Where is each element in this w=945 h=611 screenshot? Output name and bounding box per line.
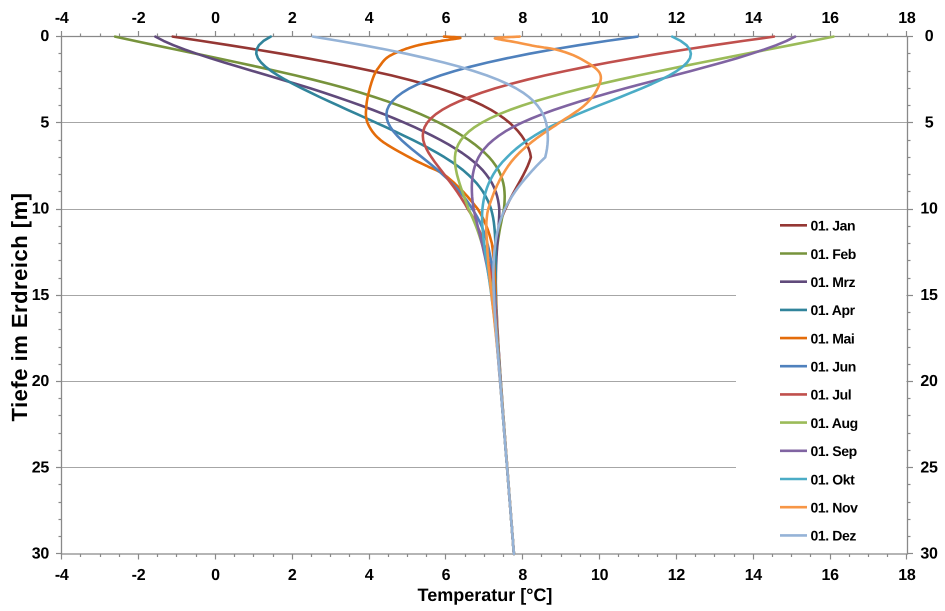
svg-text:01. Jul: 01. Jul — [811, 387, 852, 403]
svg-text:12: 12 — [668, 10, 686, 27]
svg-text:2: 2 — [288, 567, 297, 584]
svg-text:16: 16 — [821, 567, 839, 584]
svg-text:10: 10 — [591, 10, 609, 27]
svg-text:01. Dez: 01. Dez — [811, 528, 857, 544]
svg-text:16: 16 — [821, 10, 839, 27]
svg-text:18: 18 — [898, 10, 916, 27]
svg-text:15: 15 — [32, 287, 50, 304]
svg-text:0: 0 — [925, 28, 934, 45]
svg-text:8: 8 — [518, 10, 527, 27]
svg-text:01. Sep: 01. Sep — [811, 443, 857, 459]
svg-text:25: 25 — [32, 459, 50, 476]
svg-text:0: 0 — [211, 10, 220, 27]
svg-text:0: 0 — [211, 567, 220, 584]
svg-text:5: 5 — [40, 114, 49, 131]
svg-text:30: 30 — [920, 546, 938, 563]
svg-text:01. Jun: 01. Jun — [811, 359, 856, 375]
svg-text:01. Aug: 01. Aug — [811, 415, 858, 431]
svg-text:30: 30 — [32, 546, 50, 563]
svg-text:20: 20 — [920, 373, 938, 390]
svg-text:01. Mai: 01. Mai — [811, 330, 855, 346]
svg-text:-4: -4 — [55, 10, 69, 27]
svg-text:10: 10 — [591, 567, 609, 584]
svg-text:01. Okt: 01. Okt — [811, 471, 856, 487]
svg-text:2: 2 — [288, 10, 297, 27]
svg-text:4: 4 — [365, 567, 374, 584]
svg-text:14: 14 — [745, 567, 763, 584]
svg-text:6: 6 — [442, 567, 451, 584]
svg-text:25: 25 — [920, 459, 938, 476]
svg-text:20: 20 — [32, 373, 50, 390]
svg-text:01. Jan: 01. Jan — [811, 218, 856, 234]
svg-text:Tiefe im Erdreich [m]: Tiefe im Erdreich [m] — [7, 193, 32, 422]
svg-text:5: 5 — [925, 114, 934, 131]
svg-text:10: 10 — [32, 201, 50, 218]
svg-text:18: 18 — [898, 567, 916, 584]
svg-text:0: 0 — [40, 28, 49, 45]
svg-text:15: 15 — [920, 287, 938, 304]
svg-text:14: 14 — [745, 10, 763, 27]
svg-text:-2: -2 — [132, 10, 146, 27]
svg-text:4: 4 — [365, 10, 374, 27]
svg-text:01. Apr: 01. Apr — [811, 302, 856, 318]
svg-text:-4: -4 — [55, 567, 69, 584]
svg-text:01. Feb: 01. Feb — [811, 246, 856, 262]
svg-text:Temperatur [°C]: Temperatur [°C] — [418, 585, 553, 605]
svg-text:10: 10 — [920, 201, 938, 218]
svg-text:12: 12 — [668, 567, 686, 584]
svg-text:01. Nov: 01. Nov — [811, 500, 859, 516]
svg-text:8: 8 — [518, 567, 527, 584]
svg-text:-2: -2 — [132, 567, 146, 584]
svg-text:01. Mrz: 01. Mrz — [811, 274, 856, 290]
svg-text:6: 6 — [442, 10, 451, 27]
